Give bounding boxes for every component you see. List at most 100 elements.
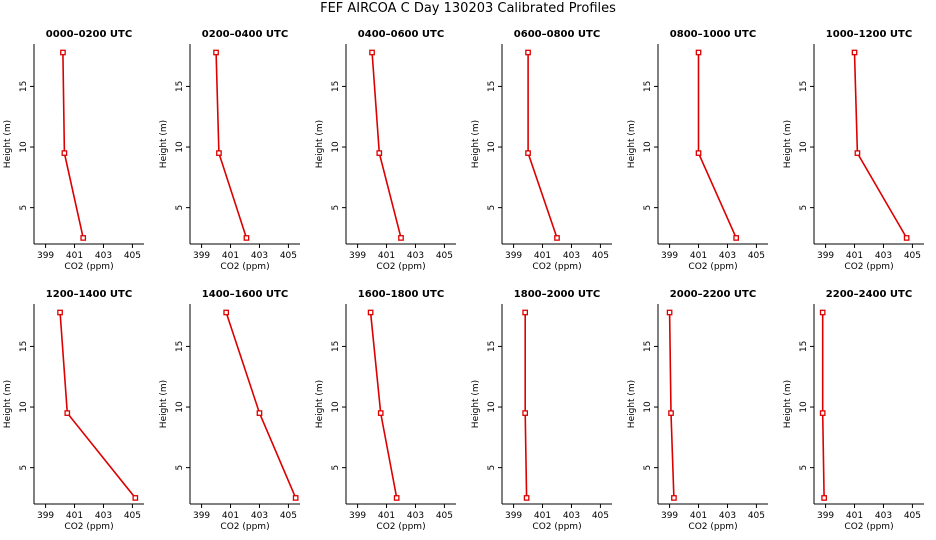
data-point <box>132 495 139 501</box>
x-tick-label: 399 <box>817 251 834 261</box>
y-tick-label: 10 <box>643 401 653 413</box>
x-tick-label: 401 <box>534 511 551 521</box>
y-tick-label: 15 <box>19 81 29 92</box>
data-point <box>369 49 375 56</box>
y-tick-label: 15 <box>643 341 653 352</box>
y-tick-label: 5 <box>19 465 29 471</box>
y-axis-label: Height (m) <box>783 380 793 428</box>
data-point <box>851 49 858 56</box>
x-tick-label: 405 <box>748 511 765 521</box>
x-tick-label: 405 <box>124 251 141 261</box>
x-axis-label: CO2 (ppm) <box>376 262 425 272</box>
x-tick-label: 403 <box>407 251 424 261</box>
x-tick-label: 403 <box>719 251 736 261</box>
data-point <box>523 495 530 501</box>
x-tick-label: 405 <box>280 511 297 521</box>
data-point <box>903 235 910 241</box>
y-tick-label: 15 <box>175 81 185 92</box>
y-tick-label: 10 <box>643 141 653 153</box>
y-tick-label: 10 <box>487 401 497 413</box>
x-tick-label: 403 <box>875 511 892 521</box>
profile-line <box>215 52 248 239</box>
x-axis-label: CO2 (ppm) <box>220 262 269 272</box>
y-tick-label: 15 <box>643 81 653 92</box>
panel-title: 0000–0200 UTC <box>46 29 132 40</box>
y-tick-label: 10 <box>175 401 185 413</box>
x-axis-label: CO2 (ppm) <box>532 522 581 532</box>
x-tick-label: 403 <box>251 251 268 261</box>
data-point <box>216 150 222 156</box>
profile-line <box>225 312 297 499</box>
panel-title: 1200–1400 UTC <box>46 289 132 300</box>
profile-line <box>524 312 528 498</box>
panel-title: 0800–1000 UTC <box>670 29 756 40</box>
y-axis-label: Height (m) <box>159 120 169 168</box>
profile-line <box>853 52 908 239</box>
data-point <box>61 150 68 156</box>
data-point <box>525 49 531 56</box>
y-axis-label: Height (m) <box>471 380 481 428</box>
y-tick-label: 5 <box>487 465 497 471</box>
panel-title: 2000–2200 UTC <box>670 289 756 300</box>
x-axis-label: CO2 (ppm) <box>64 522 113 532</box>
y-tick-label: 15 <box>487 341 497 352</box>
x-tick-label: 401 <box>222 251 239 261</box>
y-axis-label: Height (m) <box>3 380 13 428</box>
y-tick-label: 5 <box>487 205 497 211</box>
panel-title: 1400–1600 UTC <box>202 289 288 300</box>
y-axis-label: Height (m) <box>315 120 325 168</box>
x-axis-label: CO2 (ppm) <box>688 522 737 532</box>
y-tick-label: 5 <box>799 465 809 471</box>
y-tick-label: 15 <box>487 81 497 92</box>
data-point <box>554 235 560 241</box>
x-tick-label: 405 <box>436 251 453 261</box>
y-tick-label: 5 <box>643 465 653 471</box>
x-tick-label: 403 <box>719 511 736 521</box>
profile-line <box>527 52 558 239</box>
x-tick-label: 401 <box>534 251 551 261</box>
x-tick-label: 399 <box>193 511 210 521</box>
y-axis-label: Height (m) <box>627 380 637 428</box>
y-tick-label: 5 <box>331 205 341 211</box>
data-point <box>695 150 702 156</box>
x-tick-label: 399 <box>193 251 210 261</box>
data-point <box>398 235 404 241</box>
y-tick-label: 5 <box>19 205 29 211</box>
data-point <box>292 495 299 501</box>
panel-title: 0200–0400 UTC <box>202 29 288 40</box>
data-point <box>80 235 87 241</box>
x-tick-label: 401 <box>690 251 707 261</box>
y-tick-label: 10 <box>799 141 809 153</box>
x-tick-label: 405 <box>280 251 297 261</box>
panel-title: 1000–1200 UTC <box>826 29 912 40</box>
data-point <box>525 150 531 156</box>
x-tick-label: 401 <box>846 251 863 261</box>
x-tick-label: 401 <box>690 511 707 521</box>
data-point <box>819 309 826 316</box>
x-tick-label: 405 <box>904 511 921 521</box>
x-axis-label: CO2 (ppm) <box>220 522 269 532</box>
x-axis-label: CO2 (ppm) <box>844 262 893 272</box>
y-tick-label: 5 <box>175 205 185 211</box>
data-point <box>243 235 250 241</box>
y-tick-label: 10 <box>19 401 29 413</box>
profile-line <box>369 312 398 499</box>
y-axis-label: Height (m) <box>3 120 13 168</box>
y-tick-label: 10 <box>487 141 497 153</box>
y-tick-label: 10 <box>331 401 341 413</box>
y-tick-label: 5 <box>331 465 341 471</box>
data-point <box>367 309 374 316</box>
x-tick-label: 405 <box>592 511 609 521</box>
x-axis-label: CO2 (ppm) <box>376 522 425 532</box>
x-tick-label: 399 <box>661 251 678 261</box>
data-point <box>57 309 63 316</box>
data-point <box>60 49 66 56</box>
x-axis-label: CO2 (ppm) <box>64 262 113 272</box>
y-tick-label: 10 <box>799 401 809 413</box>
y-axis-label: Height (m) <box>627 120 637 168</box>
x-tick-label: 401 <box>846 511 863 521</box>
x-tick-label: 399 <box>661 511 678 521</box>
data-point <box>377 410 384 416</box>
y-tick-label: 5 <box>175 465 185 471</box>
